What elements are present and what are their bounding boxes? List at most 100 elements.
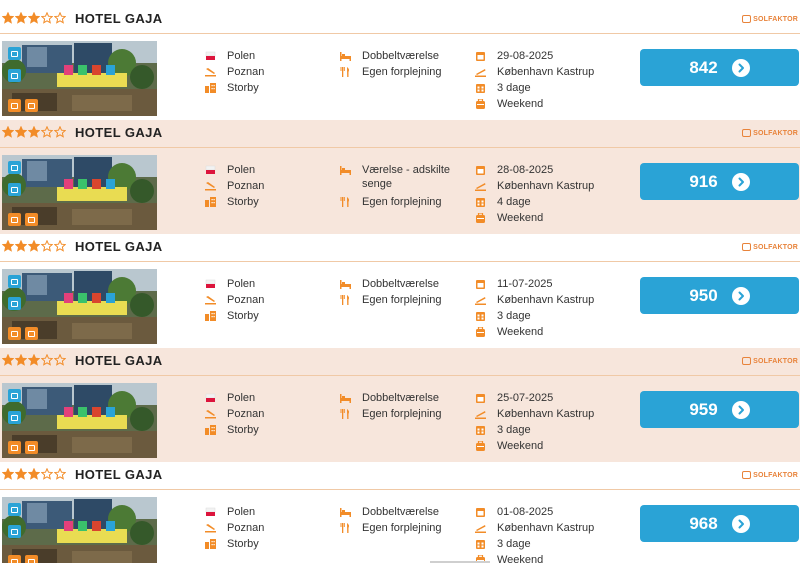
chevron-right-icon — [731, 172, 750, 191]
plane-departure-icon — [475, 69, 486, 77]
photo-gallery-icon[interactable] — [8, 47, 21, 60]
date-row: 11-07-2025 — [475, 277, 625, 293]
type-row: Storby — [205, 309, 325, 325]
duration-row: 3 dage — [475, 309, 625, 325]
board-type: Egen forplejning — [362, 408, 442, 420]
star-filled-icon — [15, 354, 27, 366]
offer-header: HOTEL GAJA SOLFAKTOR — [0, 462, 800, 490]
room-column: Dobbeltværelse Egen forplejning — [340, 391, 465, 423]
offer-card[interactable]: HOTEL GAJA SOLFAKTOR — [0, 234, 800, 348]
destination-column: Polen Poznan Storby — [205, 505, 325, 553]
hotel-name[interactable]: HOTEL GAJA — [75, 239, 163, 254]
suitcase-icon — [476, 441, 485, 451]
brand-logo: SOLFAKTOR — [742, 15, 798, 23]
cutlery-icon — [340, 409, 349, 419]
price-button[interactable]: 916 — [640, 163, 799, 200]
trip-period: Weekend — [497, 554, 544, 563]
sun-logo-icon — [742, 15, 752, 23]
photo-gallery-icon[interactable] — [8, 389, 21, 402]
photo-gallery-icon[interactable] — [8, 161, 21, 174]
city-row: Poznan — [205, 293, 325, 309]
star-empty-icon — [41, 12, 53, 24]
photo-gallery-icon[interactable] — [8, 503, 21, 516]
sun-logo-icon — [742, 357, 752, 365]
hotel-image[interactable] — [2, 383, 157, 458]
trip-type: Storby — [227, 196, 259, 208]
travel-column: 11-07-2025 København Kastrup 3 dage Week… — [475, 277, 625, 341]
hotel-name[interactable]: HOTEL GAJA — [75, 353, 163, 368]
star-empty-icon — [41, 354, 53, 366]
country: Polen — [227, 392, 256, 404]
brand-logo: SOLFAKTOR — [742, 471, 798, 479]
price-button[interactable]: 968 — [640, 505, 799, 542]
hotel-image[interactable] — [2, 41, 157, 116]
room-type: Dobbeltværelse — [362, 50, 440, 62]
trip-period: Weekend — [497, 326, 544, 338]
brand-label: SOLFAKTOR — [753, 243, 798, 251]
trip-type: Storby — [227, 538, 259, 550]
price-button[interactable]: 950 — [640, 277, 799, 314]
price-button[interactable]: 842 — [640, 49, 799, 86]
chevron-right-icon — [731, 286, 750, 305]
travel-column: 29-08-2025 København Kastrup 3 dage Week… — [475, 49, 625, 113]
star-empty-icon — [54, 240, 66, 252]
plane-landing-icon — [205, 182, 216, 191]
star-filled-icon — [15, 126, 27, 138]
calendar-days-icon — [476, 312, 485, 321]
hotel-image[interactable] — [2, 155, 157, 230]
trip-type: Storby — [227, 310, 259, 322]
departure-airport: København Kastrup — [497, 294, 595, 306]
cutlery-icon — [340, 295, 349, 305]
price-value: 842 — [689, 57, 718, 77]
country: Polen — [227, 506, 256, 518]
plane-departure-icon — [475, 297, 486, 305]
type-row: Storby — [205, 81, 325, 97]
room-row: Dobbeltværelse — [340, 391, 465, 407]
price-value: 950 — [689, 285, 718, 305]
hotel-image[interactable] — [2, 269, 157, 344]
suitcase-badge-icon — [8, 525, 21, 538]
trip-period: Weekend — [497, 98, 544, 110]
weekend-badge-icon — [25, 327, 38, 340]
duration-row: 4 dage — [475, 195, 625, 211]
star-rating — [2, 354, 67, 370]
room-column: Dobbeltværelse Egen forplejning — [340, 277, 465, 309]
departure-airport: København Kastrup — [497, 180, 595, 192]
room-row: Værelse - adskilte senge — [340, 163, 458, 195]
photo-gallery-icon[interactable] — [8, 275, 21, 288]
cutlery-icon — [340, 67, 349, 77]
offer-card[interactable]: HOTEL GAJA SOLFAKTOR — [0, 6, 800, 120]
star-filled-icon — [28, 240, 40, 252]
star-empty-icon — [41, 468, 53, 480]
duration: 3 dage — [497, 538, 531, 550]
star-filled-icon — [15, 240, 27, 252]
period-row: Weekend — [475, 553, 625, 563]
calendar-days-icon — [476, 198, 485, 207]
offer-card[interactable]: HOTEL GAJA SOLFAKTOR — [0, 462, 800, 563]
star-filled-icon — [15, 12, 27, 24]
country-row: Polen — [205, 49, 325, 65]
offer-card[interactable]: HOTEL GAJA SOLFAKTOR — [0, 348, 800, 462]
suitcase-badge-icon — [8, 183, 21, 196]
offer-header: HOTEL GAJA SOLFAKTOR — [0, 120, 800, 148]
board-row: Egen forplejning — [340, 521, 465, 537]
country-row: Polen — [205, 391, 325, 407]
room-column: Værelse - adskilte senge Egen forplejnin… — [340, 163, 465, 211]
hotel-name[interactable]: HOTEL GAJA — [75, 11, 163, 26]
city-badge-icon — [8, 327, 21, 340]
hotel-image[interactable] — [2, 497, 157, 563]
price-button[interactable]: 959 — [640, 391, 799, 428]
brand-logo: SOLFAKTOR — [742, 129, 798, 137]
country-row: Polen — [205, 505, 325, 521]
star-filled-icon — [2, 354, 14, 366]
offer-card[interactable]: HOTEL GAJA SOLFAKTOR — [0, 120, 800, 234]
period-row: Weekend — [475, 439, 625, 455]
hotel-name[interactable]: HOTEL GAJA — [75, 467, 163, 482]
board-row: Egen forplejning — [340, 407, 465, 423]
offer-header: HOTEL GAJA SOLFAKTOR — [0, 6, 800, 34]
hotel-name[interactable]: HOTEL GAJA — [75, 125, 163, 140]
airport-row: København Kastrup — [475, 293, 625, 309]
departure-airport: København Kastrup — [497, 408, 595, 420]
room-type: Dobbeltværelse — [362, 506, 440, 518]
country: Polen — [227, 278, 256, 290]
